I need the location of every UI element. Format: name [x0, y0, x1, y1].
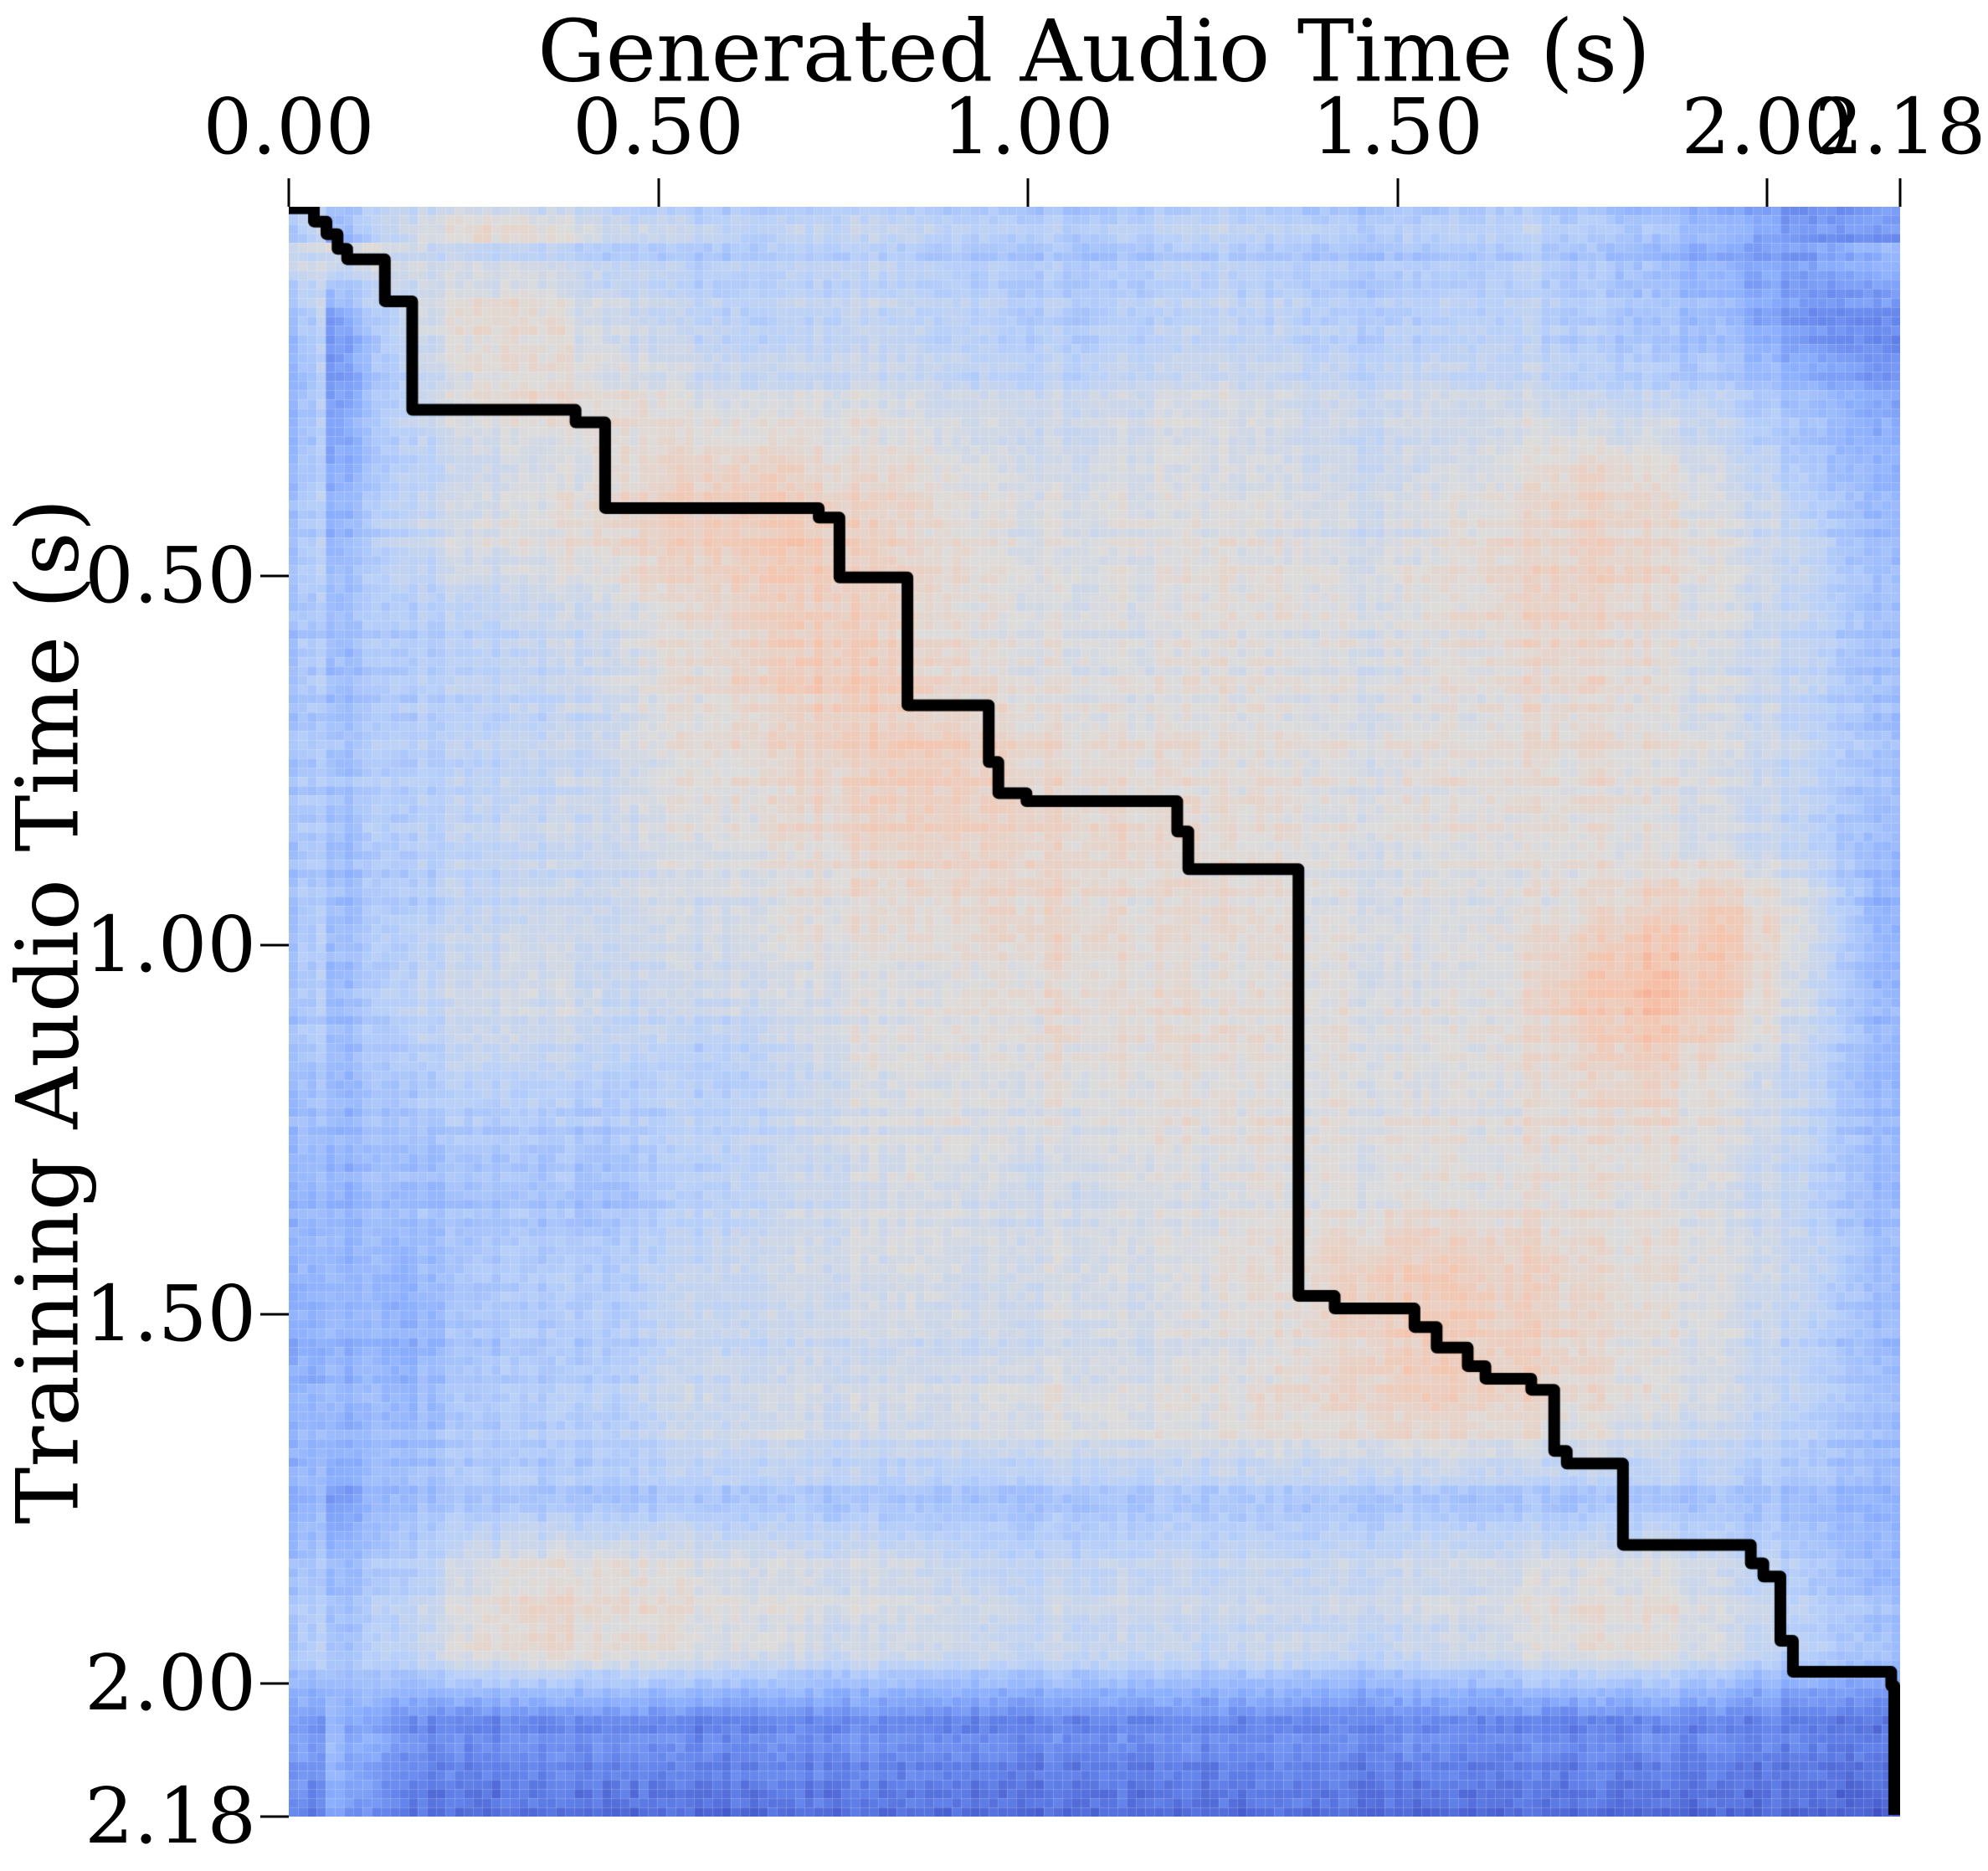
x-tick-label: 2.18: [1814, 82, 1986, 172]
similarity-heatmap-canvas: [289, 207, 1900, 1817]
y-tick-mark: [260, 574, 289, 578]
y-tick-label: 2.18: [85, 1771, 256, 1861]
y-tick-label: 0.50: [85, 531, 256, 621]
x-tick-mark: [1026, 178, 1030, 207]
y-tick-label: 2.00: [85, 1638, 256, 1729]
y-axis-title: Training Audio Time (s): [0, 498, 99, 1524]
x-tick-mark: [1765, 178, 1769, 207]
x-tick-label: 1.50: [1312, 82, 1483, 172]
y-tick-mark: [260, 1313, 289, 1316]
y-tick-mark: [260, 943, 289, 947]
y-tick-mark: [260, 1815, 289, 1818]
x-tick-label: 1.00: [942, 82, 1114, 172]
y-tick-label: 1.50: [85, 1269, 256, 1360]
x-tick-mark: [1396, 178, 1400, 207]
x-tick-mark: [657, 178, 660, 207]
y-tick-label: 1.00: [85, 900, 256, 990]
y-tick-mark: [260, 1682, 289, 1685]
x-axis-title: Generated Audio Time (s): [537, 2, 1651, 102]
x-tick-label: 2.00: [1681, 82, 1853, 172]
x-tick-mark: [1898, 178, 1902, 207]
x-tick-label: 0.00: [203, 82, 375, 172]
x-tick-label: 0.50: [573, 82, 744, 172]
x-tick-mark: [287, 178, 290, 207]
